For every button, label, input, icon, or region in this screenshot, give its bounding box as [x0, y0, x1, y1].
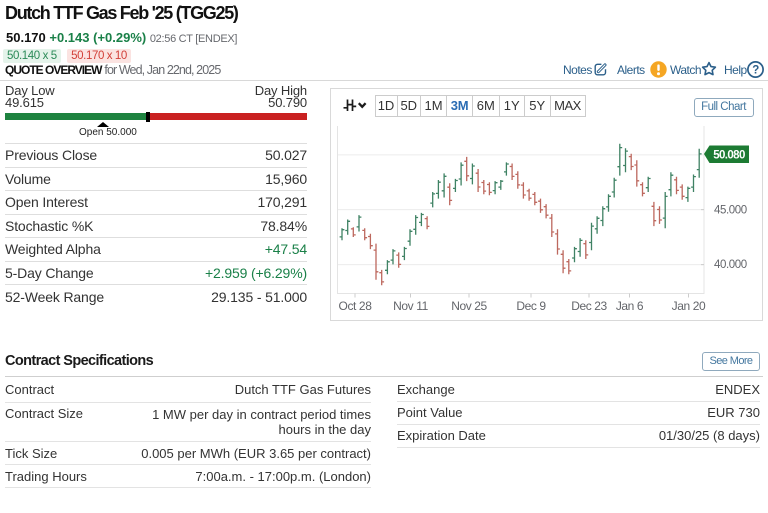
svg-text:Dec 9: Dec 9 [516, 299, 546, 313]
svg-text:Nov 11: Nov 11 [393, 299, 428, 313]
svg-text:?: ? [752, 65, 759, 77]
svg-text:45.000: 45.000 [714, 204, 747, 216]
svg-text:Oct 28: Oct 28 [339, 299, 373, 313]
svg-text:40.000: 40.000 [714, 259, 747, 271]
svg-text:Jan 20: Jan 20 [672, 299, 706, 313]
svg-text:50.080: 50.080 [713, 149, 745, 161]
svg-text:Nov 25: Nov 25 [451, 299, 487, 313]
svg-text:Dec 23: Dec 23 [571, 299, 607, 313]
svg-text:Jan 6: Jan 6 [616, 299, 644, 313]
